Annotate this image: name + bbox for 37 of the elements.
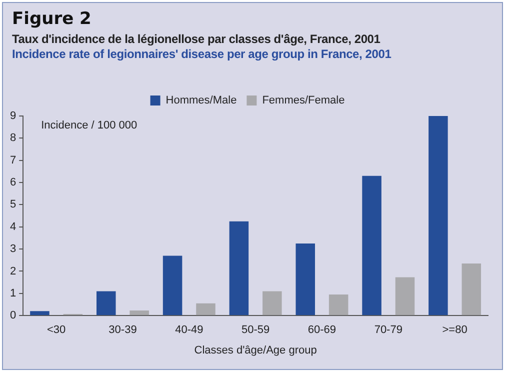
- y-tick-label: 6: [10, 176, 16, 189]
- y-tick-label: 9: [10, 110, 16, 122]
- bar: [162, 256, 182, 316]
- x-tick-label: 50-59: [241, 324, 270, 336]
- chart-title: Figure 2: [12, 9, 92, 29]
- x-tick-label: 60-69: [308, 324, 336, 336]
- y-tick-label: 2: [10, 265, 16, 278]
- bar: [30, 311, 50, 316]
- x-tick-label: >=80: [442, 324, 468, 336]
- y-tick-label: 4: [10, 220, 16, 233]
- x-tick-label: <30: [46, 324, 66, 336]
- bar: [196, 303, 216, 316]
- bar: [328, 294, 348, 316]
- y-tick-label: 5: [10, 198, 16, 211]
- bar: [130, 310, 149, 316]
- bar: [296, 244, 315, 316]
- x-tick-label: 30-39: [108, 324, 137, 336]
- y-tick-label: 3: [10, 243, 16, 256]
- legend-label: Hommes/Male: [166, 94, 237, 107]
- legend-label: Femmes/Female: [262, 94, 345, 107]
- y-tick-label: 1: [10, 287, 16, 300]
- x-tick-label: 40-49: [175, 324, 204, 336]
- bar: [395, 277, 415, 316]
- chart-subtitle: Taux d'incidence de la légionellose par classes d'âge, France, 2001: [12, 32, 382, 46]
- y-tick-label: 8: [10, 132, 16, 144]
- bar: [428, 116, 448, 316]
- x-tick-label: 70-79: [374, 324, 402, 336]
- bar: [229, 221, 249, 316]
- y-tick-label: 7: [10, 154, 16, 166]
- y-axis-title: Incidence / 100 000: [41, 120, 138, 132]
- bar: [96, 291, 116, 316]
- text: Incidence rate of legionnaires' disease per age group in France, 2001: [12, 47, 392, 61]
- bar: [362, 176, 382, 316]
- bar: [262, 291, 282, 316]
- y-tick-label: 0: [10, 310, 16, 322]
- bar: [462, 263, 482, 316]
- x-axis-title: Classes d'âge/Age group: [194, 344, 317, 356]
